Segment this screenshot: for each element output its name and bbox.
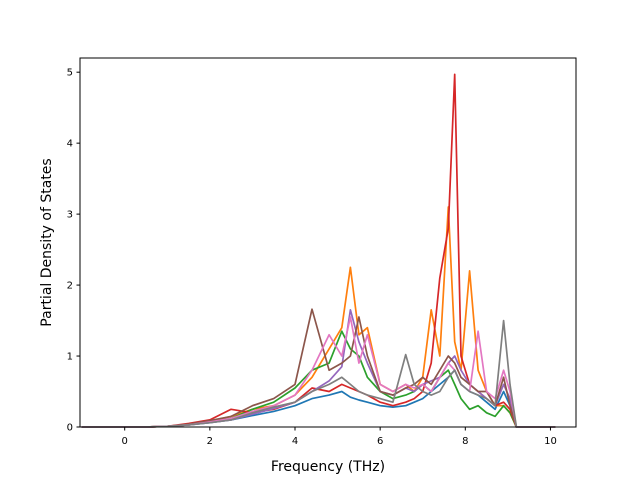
y-tick-label: 2	[67, 281, 73, 292]
y-axis: 0 1 2 3 4 5	[67, 68, 80, 434]
y-tick-label: 0	[67, 423, 73, 434]
y-tick-label: 5	[67, 68, 73, 79]
x-tick-label: 4	[292, 436, 298, 447]
y-tick-label: 4	[67, 139, 73, 150]
y-tick-label: 1	[67, 352, 73, 363]
series-line-6	[81, 308, 556, 428]
x-axis: 0 2 4 6 8 10	[122, 427, 557, 447]
x-tick-label: 8	[462, 436, 468, 447]
x-axis-label: Frequency (THz)	[271, 459, 385, 475]
x-tick-label: 0	[122, 436, 128, 447]
x-tick-label: 2	[207, 436, 213, 447]
series-group	[81, 73, 556, 428]
series-line-8	[81, 319, 556, 428]
x-tick-label: 6	[377, 436, 383, 447]
x-tick-label: 10	[544, 436, 557, 447]
y-tick-label: 3	[67, 210, 73, 221]
series-line-7	[81, 316, 556, 428]
plot-frame	[79, 57, 577, 428]
y-axis-label: Partial Density of States	[39, 158, 55, 326]
